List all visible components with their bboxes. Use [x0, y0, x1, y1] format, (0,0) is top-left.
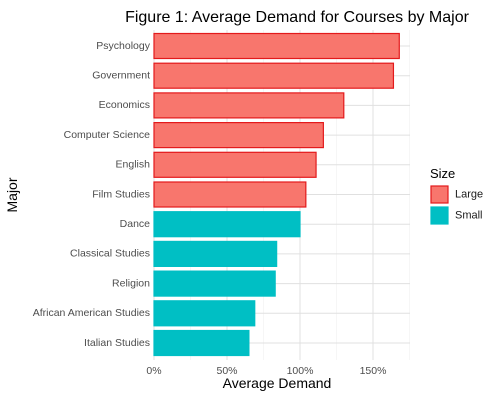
x-tick-label: 0% — [146, 365, 161, 377]
bar — [153, 329, 250, 357]
bar — [153, 240, 278, 267]
chart-title: Figure 1: Average Demand for Courses by … — [125, 9, 470, 26]
bar — [153, 62, 395, 89]
bar — [153, 300, 256, 327]
bar — [153, 92, 345, 119]
y-tick-label: Italian Studies — [84, 337, 150, 349]
y-tick-label: Classical Studies — [70, 248, 150, 260]
y-tick-label: Religion — [112, 277, 150, 289]
bar — [153, 211, 301, 238]
x-tick-label: 100% — [287, 365, 314, 377]
x-tick-label: 50% — [216, 365, 237, 377]
y-tick-label: Dance — [120, 218, 151, 230]
y-tick-label: English — [116, 159, 151, 171]
legend-label: Large — [455, 188, 483, 200]
bar — [153, 181, 307, 208]
bar — [153, 121, 324, 149]
y-tick-label: Government — [92, 69, 150, 81]
legend: Size Large Small — [430, 166, 483, 225]
y-tick-label: Economics — [99, 99, 150, 111]
y-tick-label: Psychology — [96, 40, 150, 52]
y-tick-label: African American Studies — [33, 307, 150, 319]
x-axis-tick-labels: 0% 50% 100% 150% — [146, 365, 386, 377]
x-tick-label: 150% — [360, 365, 387, 377]
bars — [153, 32, 400, 357]
legend-label: Small — [455, 209, 483, 221]
y-axis-title: Major — [4, 177, 20, 212]
legend-key — [430, 185, 449, 204]
y-tick-label: Film Studies — [92, 188, 150, 200]
bar — [153, 151, 317, 178]
bar — [153, 32, 400, 60]
y-tick-label: Computer Science — [64, 129, 151, 141]
x-axis-title: Average Demand — [223, 375, 332, 391]
legend-key — [430, 206, 449, 225]
y-axis-tick-labels: Psychology Government Economics Computer Sc… — [33, 40, 151, 349]
bar — [153, 270, 276, 297]
legend-title: Size — [430, 166, 455, 181]
